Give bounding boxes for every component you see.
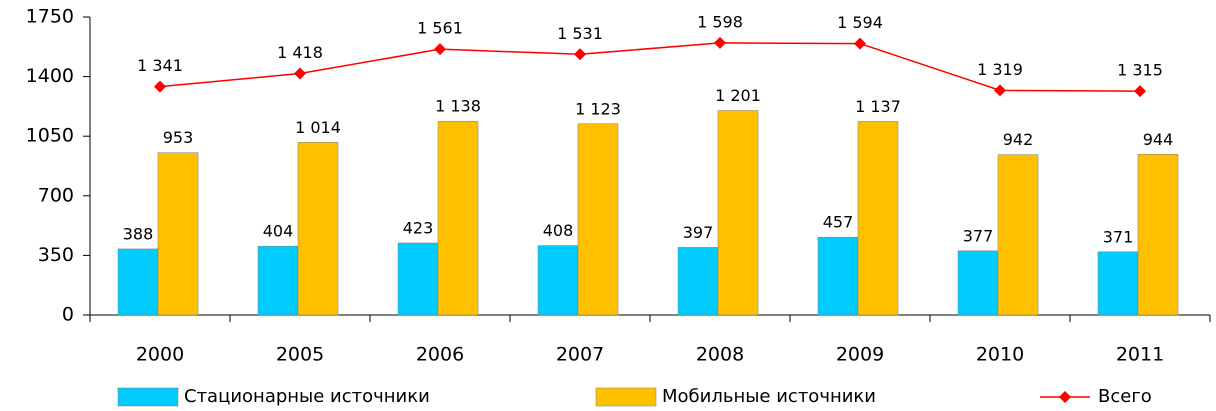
value-label: 388 xyxy=(123,224,154,243)
value-label: 457 xyxy=(823,213,854,232)
x-tick-label: 2005 xyxy=(276,344,324,366)
legend-marker xyxy=(1059,391,1071,403)
x-tick-label: 2007 xyxy=(556,344,604,366)
marker xyxy=(854,37,866,50)
bar xyxy=(117,248,159,316)
bar xyxy=(537,245,579,316)
value-label: 942 xyxy=(1003,130,1034,149)
value-label: 397 xyxy=(683,223,714,242)
value-label: 1 594 xyxy=(837,13,883,32)
y-tick-label: 700 xyxy=(38,184,74,206)
bar xyxy=(157,152,199,316)
bar xyxy=(677,247,719,316)
y-tick-label: 1750 xyxy=(26,6,74,28)
bar xyxy=(1137,154,1179,316)
x-tick-label: 2011 xyxy=(1116,344,1164,366)
line xyxy=(159,42,1141,92)
x-tick-label: 2000 xyxy=(136,344,184,366)
value-label: 944 xyxy=(1143,130,1174,149)
bar xyxy=(397,242,439,316)
value-label: 953 xyxy=(163,128,194,147)
value-label: 1 123 xyxy=(575,99,621,118)
bar xyxy=(577,123,619,316)
value-label: 1 137 xyxy=(855,97,901,116)
marker xyxy=(154,80,166,93)
legend-label: Стационарные источники xyxy=(184,386,430,407)
marker xyxy=(294,67,306,80)
value-label: 1 201 xyxy=(715,86,761,105)
value-label: 1 341 xyxy=(137,56,183,75)
bar xyxy=(717,110,759,316)
legend-label: Мобильные источники xyxy=(662,386,876,407)
y-tick-label: 1400 xyxy=(26,65,74,87)
value-label: 1 598 xyxy=(697,12,743,31)
y-tick-label: 1050 xyxy=(26,125,74,147)
y-tick-label: 0 xyxy=(62,304,74,326)
marker xyxy=(434,43,446,56)
bar xyxy=(297,142,339,316)
value-label: 1 319 xyxy=(977,60,1023,79)
value-label: 1 561 xyxy=(417,19,463,38)
marker xyxy=(1134,85,1146,98)
y-tick-label: 350 xyxy=(38,244,74,266)
value-label: 1 531 xyxy=(557,24,603,43)
value-label: 408 xyxy=(543,221,574,240)
marker xyxy=(994,84,1006,97)
bar xyxy=(437,120,479,316)
x-tick-label: 2006 xyxy=(416,344,464,366)
x-tick-label: 2009 xyxy=(836,344,884,366)
value-label: 371 xyxy=(1103,227,1134,246)
bar xyxy=(257,245,299,316)
bar xyxy=(817,236,859,316)
x-tick-label: 2010 xyxy=(976,344,1024,366)
bar xyxy=(857,121,899,316)
marker xyxy=(574,48,586,61)
value-label: 1 418 xyxy=(277,43,323,62)
value-label: 1 138 xyxy=(435,97,481,116)
value-label: 1 014 xyxy=(295,118,341,137)
legend-label: Всего xyxy=(1098,386,1152,407)
value-label: 423 xyxy=(403,218,434,237)
bar xyxy=(1097,251,1139,316)
bar xyxy=(997,154,1039,316)
marker xyxy=(714,36,726,49)
value-label: 377 xyxy=(963,226,994,245)
bar xyxy=(957,250,999,316)
x-tick-label: 2008 xyxy=(696,344,744,366)
legend-swatch xyxy=(595,387,657,407)
legend-swatch xyxy=(117,387,179,407)
value-label: 404 xyxy=(263,222,294,241)
value-label: 1 315 xyxy=(1117,61,1163,80)
